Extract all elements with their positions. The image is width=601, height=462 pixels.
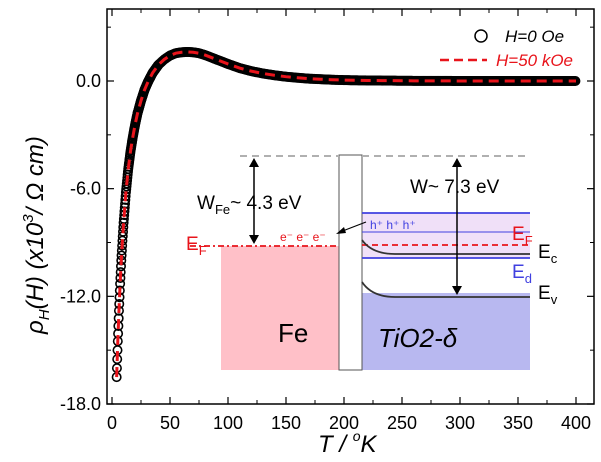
x-title-t: T bbox=[318, 431, 335, 458]
x-tick-label: 300 bbox=[445, 413, 475, 433]
x-axis-title: T / oK bbox=[318, 428, 377, 458]
ef-left-sub: F bbox=[199, 243, 207, 258]
legend-label-h0: H=0 Oe bbox=[505, 27, 564, 46]
ef-right-e: E bbox=[512, 224, 525, 245]
barrier-layer bbox=[338, 154, 363, 371]
ef-left-e: E bbox=[186, 234, 199, 255]
y-axis-title: ρH(H) (x103/ Ω cm) bbox=[20, 136, 53, 335]
ec-e: E bbox=[538, 242, 551, 263]
ef-right-sub: F bbox=[525, 233, 533, 248]
y-tick-label: -12.0 bbox=[60, 286, 101, 306]
ec-label: Ec bbox=[538, 242, 558, 266]
series-h50-dashed-line bbox=[115, 50, 576, 378]
x-tick-label: 350 bbox=[503, 413, 533, 433]
x-tick-label: 100 bbox=[213, 413, 243, 433]
x-tick-label: 400 bbox=[561, 413, 591, 433]
x-title-k: K bbox=[360, 431, 377, 458]
x-tick-label: 200 bbox=[329, 413, 359, 433]
ed-sub: d bbox=[525, 271, 532, 286]
w-fe-w: W bbox=[197, 193, 215, 214]
x-title-degree: o bbox=[353, 428, 361, 444]
y-title-sup: 3 bbox=[20, 214, 37, 223]
ef-right-label: EF bbox=[512, 224, 533, 248]
ed-label: Ed bbox=[512, 262, 532, 286]
x-tick-label: 150 bbox=[271, 413, 301, 433]
x-tick-label: 250 bbox=[387, 413, 417, 433]
tio2-region bbox=[362, 293, 530, 370]
axis-ticks bbox=[107, 9, 594, 405]
ev-e: E bbox=[538, 283, 551, 304]
legend-circle-marker bbox=[474, 29, 488, 43]
electrons-label: e⁻ e⁻ e⁻ bbox=[280, 230, 326, 244]
legend: H=0 Oe H=50 kOe bbox=[440, 27, 573, 70]
x-tick-label: 0 bbox=[107, 413, 117, 433]
x-tick-label: 50 bbox=[160, 413, 180, 433]
w-tio2-label: W~ 7.3 eV bbox=[410, 177, 500, 198]
holes-label: h⁺ h⁺ h⁺ bbox=[370, 218, 416, 232]
y-tick-label: -18.0 bbox=[60, 394, 101, 414]
w-fe-arrow-top bbox=[249, 158, 259, 167]
w-fe-arrow-bottom bbox=[249, 235, 259, 244]
plot-frame bbox=[106, 8, 595, 405]
ef-left-label: EF bbox=[186, 234, 207, 258]
y-title-unit: / Ω cm) bbox=[22, 136, 49, 216]
tio2-label: TiO2-δ bbox=[378, 323, 458, 353]
y-tick-label: 0.0 bbox=[76, 71, 101, 91]
y-title-h: (H) (x10 bbox=[22, 222, 49, 309]
w-fe-value: ~ 4.3 eV bbox=[230, 193, 302, 214]
band-diagram-inset: Fe TiO2-δ WFe~ 4.3 eV W~ 7.3 eV EF EF Ec… bbox=[186, 154, 558, 371]
legend-label-h50: H=50 kOe bbox=[496, 51, 573, 70]
electron-transfer-arrowhead bbox=[336, 227, 346, 234]
valence-band-edge bbox=[361, 281, 530, 298]
w-tio2-arrow-bottom bbox=[452, 286, 462, 295]
conduction-band-edge bbox=[361, 239, 530, 255]
w-fe-sub: Fe bbox=[215, 202, 230, 217]
w-fe-label: WFe~ 4.3 eV bbox=[197, 193, 302, 217]
fe-region bbox=[221, 246, 339, 370]
conduction-band-region bbox=[362, 213, 530, 258]
fe-label: Fe bbox=[278, 318, 308, 348]
ec-sub: c bbox=[551, 251, 558, 266]
x-title-slash: / bbox=[333, 431, 353, 458]
y-tick-label: -6.0 bbox=[70, 179, 101, 199]
y-title-sub: H bbox=[36, 309, 53, 320]
ev-label: Ev bbox=[538, 283, 558, 307]
y-title-rho: ρ bbox=[22, 320, 49, 335]
ev-sub: v bbox=[551, 292, 558, 307]
w-tio2-arrow-top bbox=[452, 158, 462, 167]
axis-tick-labels: 0 50 100 150 200 250 300 350 400 -18.0 -12.0 -6.0 0.… bbox=[60, 71, 591, 433]
ed-e: E bbox=[512, 262, 525, 283]
